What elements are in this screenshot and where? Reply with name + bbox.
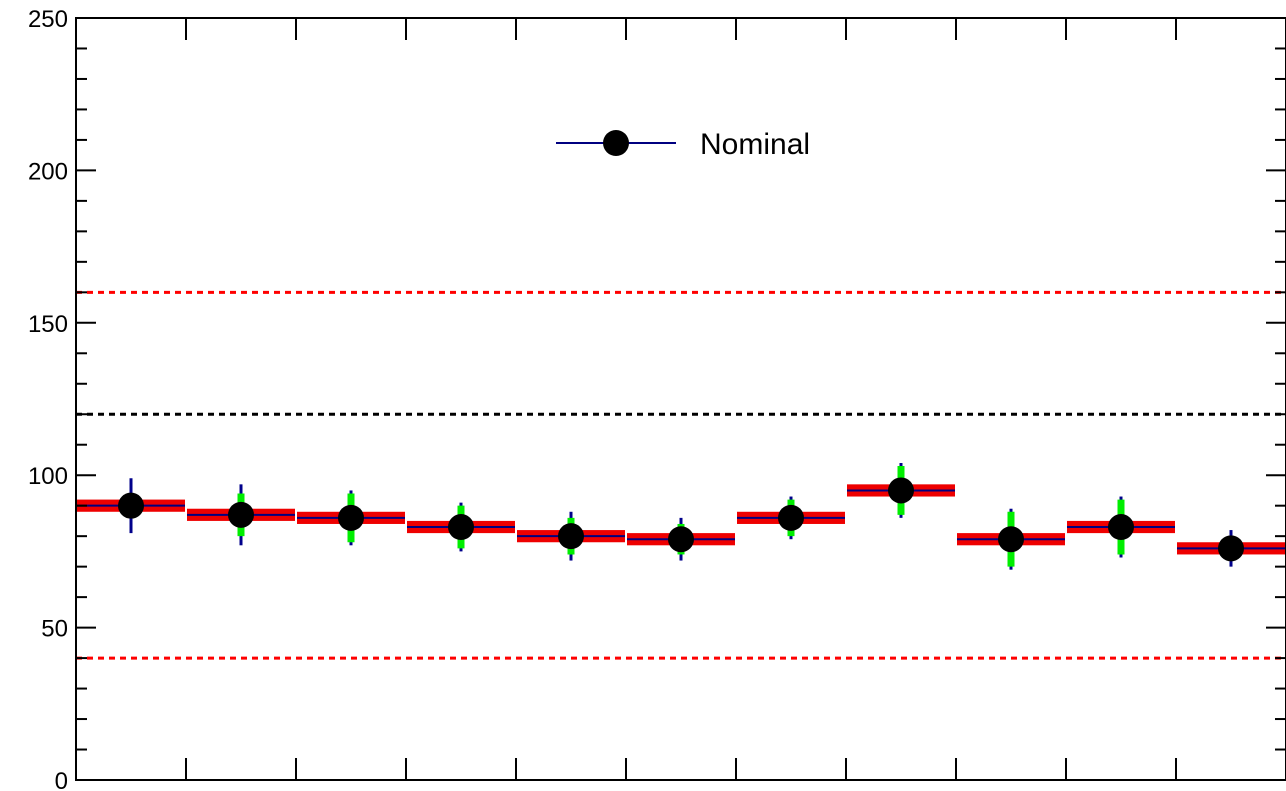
data-point-7 (778, 504, 804, 531)
legend-marker (603, 130, 629, 156)
plot-frame (75, 17, 1286, 781)
data-point-10 (1108, 514, 1134, 541)
data-point-4 (448, 514, 474, 541)
y-tick-label: 0 (55, 768, 68, 791)
y-tick-label: 150 (28, 311, 68, 338)
legend-label: Nominal (700, 128, 810, 161)
data-point-11 (1218, 535, 1244, 562)
axes: 0 50 100 150 200 250 (28, 6, 1286, 791)
data-point-3 (338, 504, 364, 531)
reference-lines (76, 290, 1286, 660)
legend: Nominal (556, 128, 810, 161)
data-point-5 (558, 523, 584, 550)
data-point-6 (668, 526, 694, 553)
y-tick-label: 250 (28, 6, 68, 33)
y-tick-label: 50 (41, 616, 68, 643)
y-tick-label: 200 (28, 158, 68, 185)
y-tick-label: 100 (28, 463, 68, 490)
data-point-9 (998, 526, 1024, 553)
data-point-2 (228, 501, 254, 528)
data-point-8 (888, 477, 914, 504)
data-point-1 (118, 492, 144, 519)
y-tick-labels: 0 50 100 150 200 250 (28, 6, 68, 791)
data-layer (77, 463, 1285, 570)
